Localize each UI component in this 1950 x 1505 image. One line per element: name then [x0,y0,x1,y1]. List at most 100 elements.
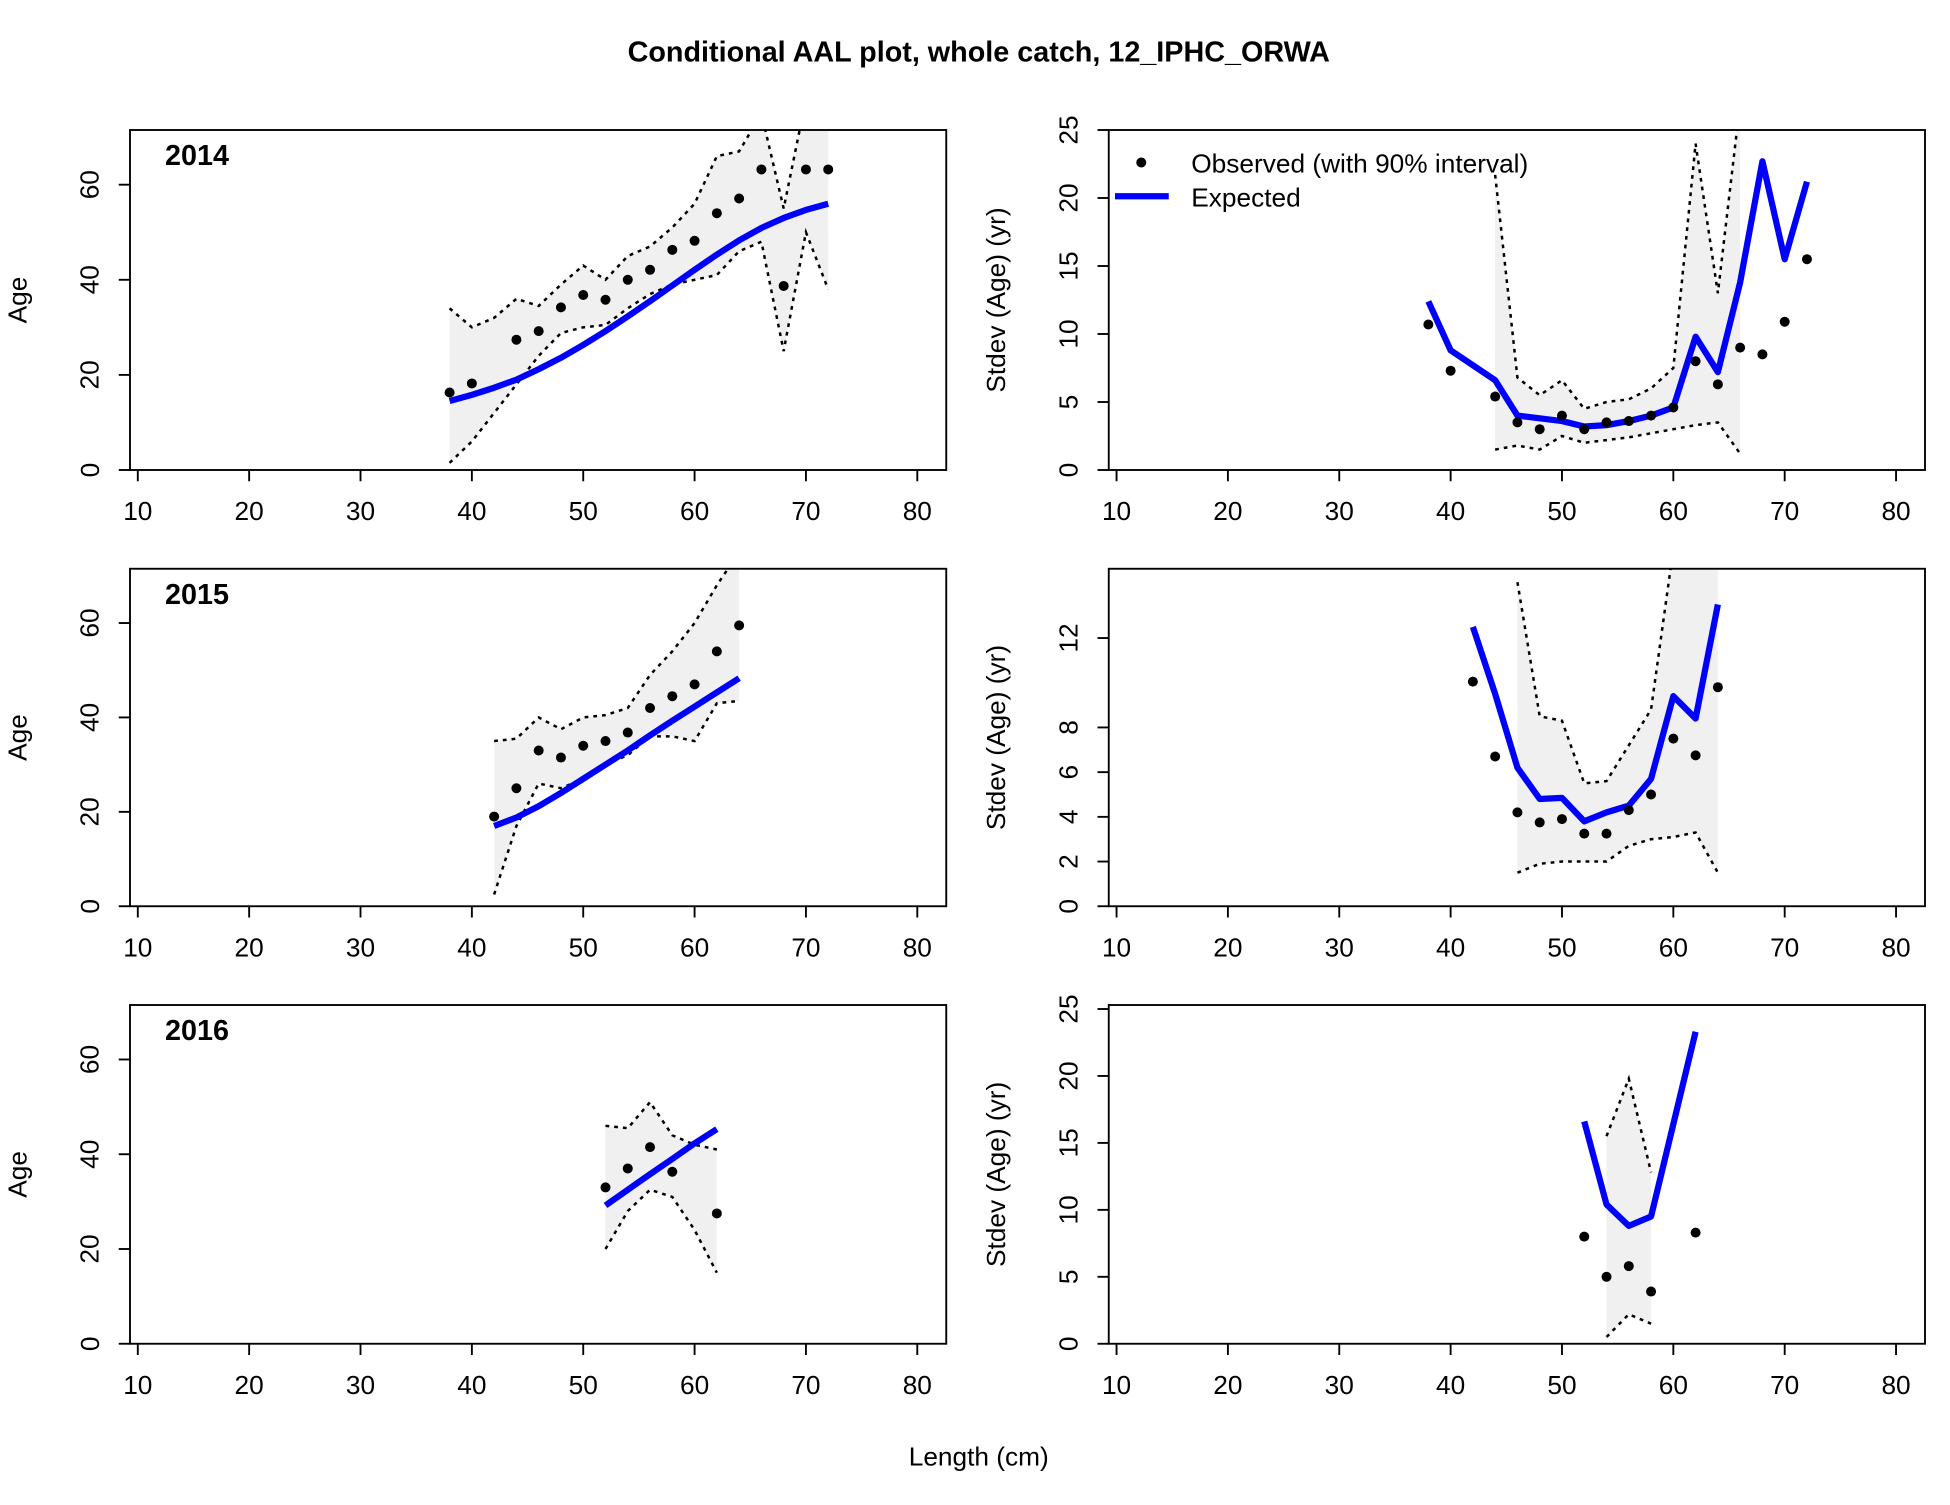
y-tick-label: 4 [1054,810,1084,825]
observed-point [600,1182,611,1193]
observed-point [1579,424,1590,435]
x-tick-label: 50 [1547,1370,1576,1400]
y-tick-label: 40 [75,265,105,294]
interval-lower [604,1188,718,1274]
interval-lower [492,699,740,895]
observed-point [1490,391,1501,402]
x-tick-label: 60 [680,496,709,526]
expected-line [1469,603,1721,825]
observed-point [645,264,656,275]
x-tick-label: 20 [235,932,264,962]
y-axis-label: Age [2,1151,32,1198]
y-tick-label: 2 [1054,854,1084,869]
x-tick-label: 30 [346,496,375,526]
observed-point [1467,676,1478,687]
y-tick-label: 0 [75,463,105,478]
y-tick-label: 20 [1054,183,1084,212]
figure-title: Conditional AAL plot, whole catch, 12_IP… [628,36,1330,68]
x-tick-label: 70 [791,496,820,526]
observed-point [1801,254,1812,265]
x-tick-label: 10 [1102,496,1131,526]
observed-point [1423,319,1434,330]
observed-point [1668,402,1679,413]
x-tick-label: 60 [1659,932,1688,962]
x-tick-label: 60 [680,1370,709,1400]
observed-point [1445,365,1456,376]
y-axis-label: Stdev (Age) (yr) [981,645,1011,830]
x-tick-label: 40 [457,1370,486,1400]
x-tick-label: 30 [1325,496,1354,526]
observed-point [1646,789,1657,800]
y-axis-label: Stdev (Age) (yr) [981,1082,1011,1267]
observed-point [1757,349,1768,360]
x-tick-label: 20 [1213,496,1242,526]
x-tick-label: 70 [791,1370,820,1400]
interval-band [449,130,829,463]
interval-band [1517,568,1718,873]
y-axis-label: Age [2,714,32,761]
observed-point [711,1208,722,1219]
x-tick-label: 10 [123,496,152,526]
x-tick-label: 80 [903,932,932,962]
x-tick-label: 20 [1213,932,1242,962]
interval-band [494,568,740,895]
year-label: 2016 [165,1015,229,1047]
observed-point [600,736,611,747]
observed-point [1601,1271,1612,1282]
x-tick-label: 60 [680,932,709,962]
observed-point [1556,814,1567,825]
observed-point [533,745,544,756]
expected-line [493,675,741,829]
observed-point [645,702,656,713]
x-axis-label: Length (cm) [909,1442,1049,1472]
x-tick-label: 30 [1325,1370,1354,1400]
y-tick-label: 0 [1054,1336,1084,1351]
x-tick-label: 30 [1325,932,1354,962]
y-tick-label: 12 [1054,623,1084,652]
y-tick-label: 15 [1054,251,1084,280]
y-tick-label: 0 [1054,463,1084,478]
observed-point [1712,682,1723,693]
observed-point [533,326,544,337]
y-tick-label: 8 [1054,720,1084,735]
interval-lower [1605,1312,1652,1338]
observed-point [689,679,700,690]
x-tick-label: 70 [1770,932,1799,962]
y-tick-label: 10 [1054,1195,1084,1224]
y-tick-label: 0 [75,1336,105,1351]
observed-point [1690,750,1701,761]
x-tick-label: 80 [1881,496,1910,526]
observed-point [1623,805,1634,816]
x-tick-label: 60 [1659,496,1688,526]
expected-line [1425,158,1810,430]
observed-point [1668,733,1679,744]
observed-point [1646,1286,1657,1297]
panel [600,1100,722,1274]
observed-point [1690,1227,1701,1238]
y-tick-label: 20 [75,1234,105,1263]
y-tick-label: 6 [1054,765,1084,780]
observed-point [667,244,678,255]
observed-point [466,378,477,389]
observed-point [778,280,789,291]
observed-point [823,164,834,175]
expected-line [1581,1031,1699,1230]
observed-point [1735,342,1746,353]
x-tick-label: 10 [1102,932,1131,962]
observed-point [645,1142,656,1153]
observed-point [1579,828,1590,839]
x-tick-label: 40 [1436,1370,1465,1400]
y-axis-label: Age [2,277,32,324]
y-tick-label: 20 [1054,1061,1084,1090]
x-tick-label: 50 [569,1370,598,1400]
observed-point [1712,379,1723,390]
observed-point [711,646,722,657]
year-label: 2015 [165,579,229,611]
x-tick-label: 40 [457,932,486,962]
y-tick-label: 20 [75,360,105,389]
x-tick-label: 80 [903,496,932,526]
observed-point [555,302,566,313]
observed-point [1579,1231,1590,1242]
y-axis-label: Stdev (Age) (yr) [981,207,1011,392]
observed-point [1601,417,1612,428]
